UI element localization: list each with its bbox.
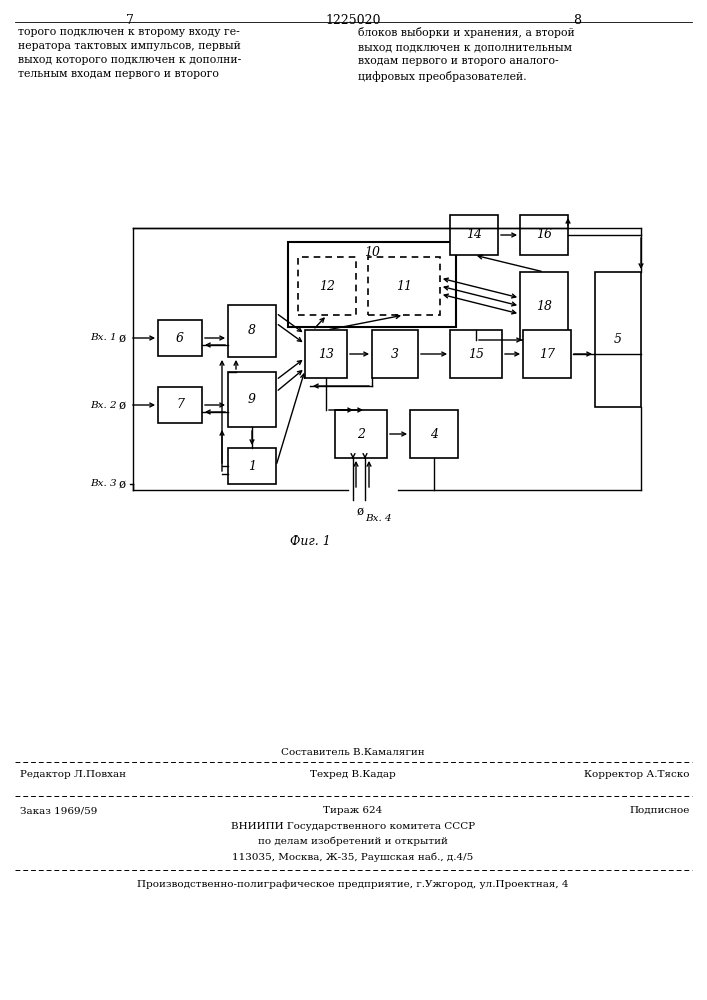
Bar bbox=[228, 372, 276, 427]
Text: Редактор Л.Повхан: Редактор Л.Повхан bbox=[20, 770, 126, 779]
Text: 18: 18 bbox=[536, 300, 552, 312]
Text: 16: 16 bbox=[536, 229, 552, 241]
Text: блоков выборки и хранения, а второй
выход подключен к дополнительным
входам перв: блоков выборки и хранения, а второй выхо… bbox=[358, 27, 575, 82]
Bar bbox=[595, 272, 641, 407]
Bar bbox=[158, 387, 202, 423]
Text: 4: 4 bbox=[430, 428, 438, 440]
Text: Фиг. 1: Фиг. 1 bbox=[290, 535, 330, 548]
Text: Вх. 3: Вх. 3 bbox=[90, 480, 117, 488]
Bar bbox=[305, 330, 347, 378]
Text: торого подключен к второму входу ге-
нератора тактовых импульсов, первый
выход к: торого подключен к второму входу ге- нер… bbox=[18, 27, 241, 79]
Text: 113035, Москва, Ж-35, Раушская наб., д.4/5: 113035, Москва, Ж-35, Раушская наб., д.4… bbox=[233, 852, 474, 861]
Text: 13: 13 bbox=[318, 348, 334, 360]
Text: 7: 7 bbox=[126, 14, 134, 27]
Text: Вх. 4: Вх. 4 bbox=[365, 514, 392, 523]
Text: Производственно-полиграфическое предприятие, г.Ужгород, ул.Проектная, 4: Производственно-полиграфическое предприя… bbox=[137, 880, 568, 889]
Text: 5: 5 bbox=[614, 333, 622, 346]
Bar bbox=[410, 410, 458, 458]
Text: Тираж 624: Тираж 624 bbox=[323, 806, 382, 815]
Text: Подписное: Подписное bbox=[630, 806, 690, 815]
Text: 7: 7 bbox=[176, 398, 184, 412]
Text: 8: 8 bbox=[248, 324, 256, 338]
Text: по делам изобретений и открытий: по делам изобретений и открытий bbox=[258, 837, 448, 846]
Bar bbox=[523, 330, 571, 378]
Text: 9: 9 bbox=[248, 393, 256, 406]
Text: ø: ø bbox=[119, 478, 126, 490]
Text: ø: ø bbox=[119, 332, 126, 344]
Text: 14: 14 bbox=[466, 229, 482, 241]
Text: Техред В.Кадар: Техред В.Кадар bbox=[310, 770, 396, 779]
Text: 15: 15 bbox=[468, 348, 484, 360]
Bar bbox=[228, 448, 276, 484]
Text: 1: 1 bbox=[248, 460, 256, 473]
Text: ВНИИПИ Государственного комитета СССР: ВНИИПИ Государственного комитета СССР bbox=[231, 822, 475, 831]
Text: Корректор А.Тяско: Корректор А.Тяско bbox=[585, 770, 690, 779]
Text: 12: 12 bbox=[319, 279, 335, 292]
Text: 8: 8 bbox=[573, 14, 581, 27]
Bar bbox=[372, 330, 418, 378]
Bar bbox=[520, 215, 568, 255]
Bar bbox=[520, 272, 568, 340]
Text: Вх. 1: Вх. 1 bbox=[90, 334, 117, 342]
Text: Составитель В.Камалягин: Составитель В.Камалягин bbox=[281, 748, 425, 757]
Text: 17: 17 bbox=[539, 348, 555, 360]
Text: 2: 2 bbox=[357, 428, 365, 440]
Bar bbox=[158, 320, 202, 356]
Bar bbox=[450, 215, 498, 255]
Text: 11: 11 bbox=[396, 279, 412, 292]
Text: ø: ø bbox=[119, 398, 126, 412]
Text: Вх. 2: Вх. 2 bbox=[90, 400, 117, 410]
Text: ø: ø bbox=[357, 505, 364, 518]
Text: 10: 10 bbox=[364, 246, 380, 259]
Text: 3: 3 bbox=[391, 348, 399, 360]
Text: Заказ 1969/59: Заказ 1969/59 bbox=[20, 806, 98, 815]
Bar bbox=[298, 257, 356, 315]
Bar bbox=[288, 242, 456, 327]
Bar bbox=[368, 257, 440, 315]
Bar bbox=[335, 410, 387, 458]
Text: 6: 6 bbox=[176, 332, 184, 344]
Text: 1225020: 1225020 bbox=[325, 14, 381, 27]
Bar bbox=[228, 305, 276, 357]
Bar bbox=[450, 330, 502, 378]
